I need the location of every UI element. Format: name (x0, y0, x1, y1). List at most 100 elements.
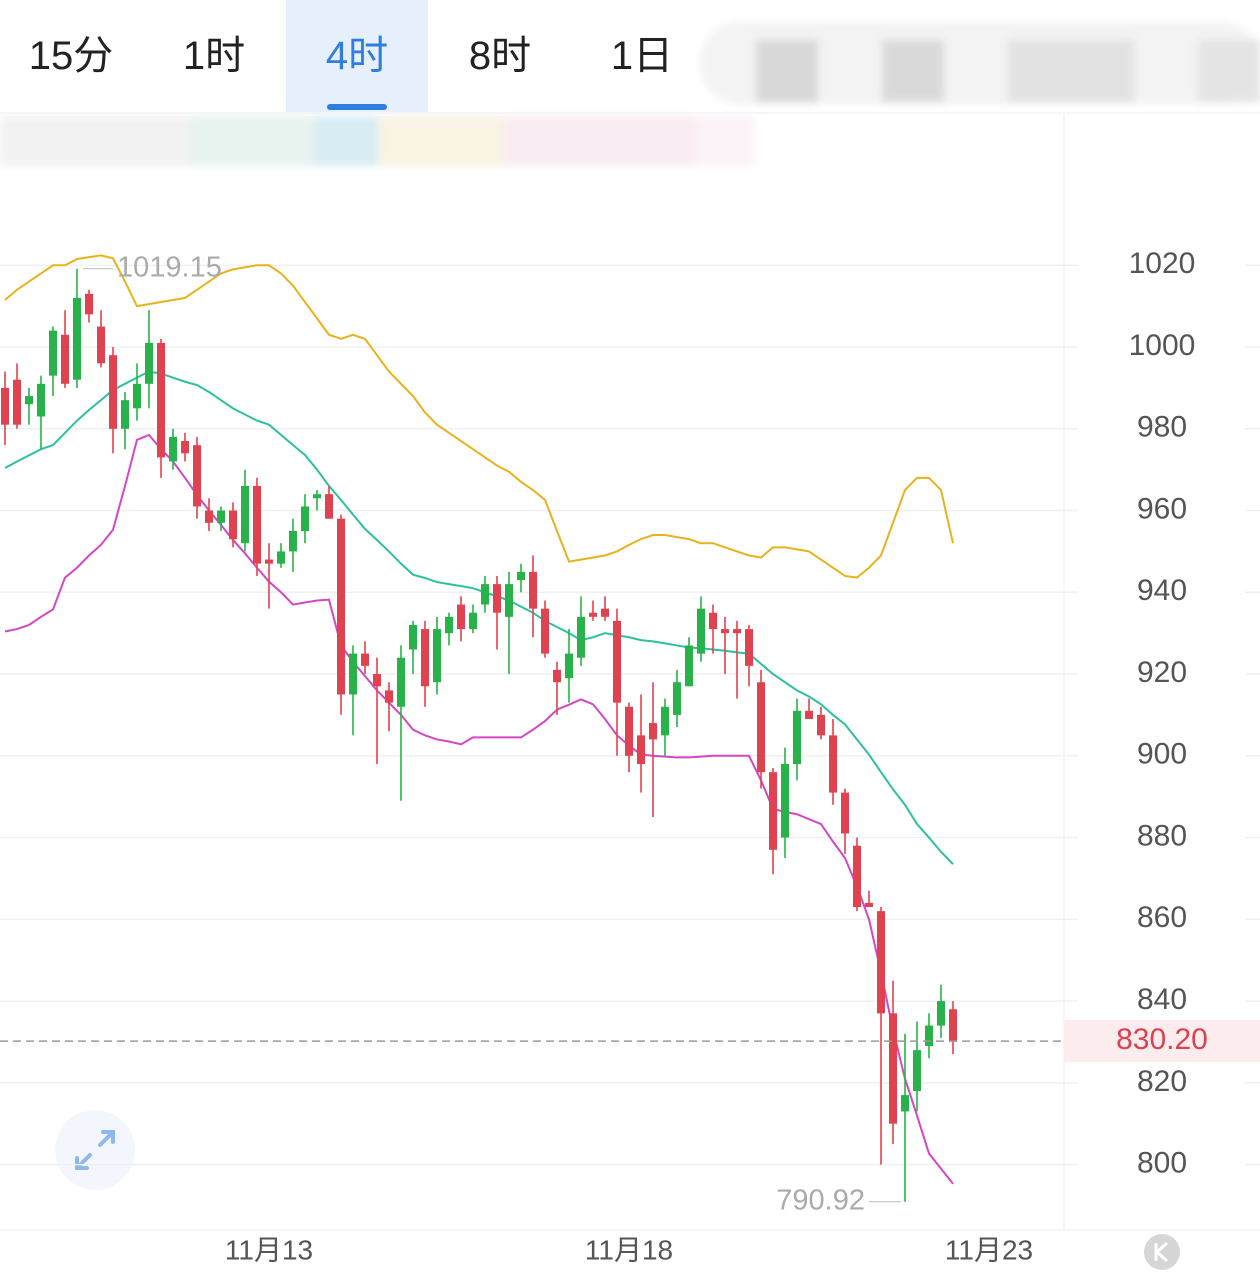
expand-button[interactable] (55, 1110, 135, 1190)
candle-body (589, 612, 597, 617)
candle-body (493, 584, 501, 613)
y-tick-label: 1020 (1129, 247, 1196, 280)
candle-body (361, 653, 369, 666)
candle-body (1, 387, 9, 425)
candle-body (409, 624, 417, 650)
candle-body (745, 629, 753, 666)
indicator-line (4, 370, 954, 865)
candle-body (25, 396, 33, 405)
y-tick-label: 880 (1137, 819, 1187, 852)
candle-body (181, 441, 189, 454)
candle-body (517, 571, 525, 581)
candle-body (685, 645, 693, 687)
candle-body (817, 714, 825, 736)
candle-body (673, 682, 681, 715)
candle-body (865, 902, 873, 908)
candle-body (553, 669, 561, 683)
candle-body (133, 383, 141, 409)
candle-body (637, 735, 645, 764)
candle-body (397, 657, 405, 707)
candle-body (253, 486, 261, 564)
y-tick-label: 920 (1137, 656, 1187, 689)
y-tick-label: 980 (1137, 411, 1187, 444)
candle-body (469, 612, 477, 630)
candle-body (529, 571, 537, 609)
candle-body (349, 653, 357, 695)
blurred-toolbar (0, 22, 1260, 166)
candle-body (877, 911, 885, 1014)
candle-body (925, 1025, 933, 1047)
candle-body (193, 445, 201, 507)
candle-body (757, 682, 765, 773)
candle-body (337, 518, 345, 695)
y-tick-label: 800 (1137, 1147, 1187, 1180)
candle-body (373, 674, 381, 687)
candle-body (433, 629, 441, 683)
candle-body (265, 559, 273, 564)
x-tick-label: 11月13 (225, 1234, 313, 1265)
candle-body (733, 629, 741, 634)
y-tick-label: 820 (1137, 1065, 1187, 1098)
current-price-box (1064, 1020, 1260, 1063)
period-tabs: 15分 1时 4时 8时 1日 (0, 0, 1260, 112)
candle-body (841, 792, 849, 834)
candle-body (601, 608, 609, 617)
candle-body (61, 334, 69, 384)
y-tick-label: 900 (1137, 738, 1187, 771)
candle-body (697, 608, 705, 654)
candle-body (613, 620, 621, 703)
period-tab[interactable]: 4时 (286, 0, 428, 112)
candle-body (709, 612, 717, 630)
y-tick-label: 840 (1137, 983, 1187, 1016)
candle-body (505, 584, 513, 617)
candle-body (385, 690, 393, 703)
candle-body (913, 1050, 921, 1092)
period-tab[interactable]: 8时 (468, 34, 532, 78)
period-tab[interactable]: 15分 (28, 34, 114, 78)
candle-body (649, 723, 657, 740)
high-label: 1019.15 (117, 251, 222, 283)
period-tab[interactable]: 1时 (182, 34, 246, 78)
candle-body (625, 706, 633, 756)
candle-body (205, 510, 213, 523)
candle-body (85, 293, 93, 315)
candle-body (577, 616, 585, 658)
candle-body (145, 342, 153, 384)
candle-body (157, 342, 165, 458)
candle-body (421, 629, 429, 687)
period-tab[interactable]: 1日 (610, 34, 674, 78)
candle-body (793, 710, 801, 764)
candle-body (829, 735, 837, 793)
candle-body (565, 653, 573, 679)
candle-body (853, 845, 861, 908)
candle-body (217, 510, 225, 523)
candle-body (457, 604, 465, 630)
y-tick-label: 940 (1137, 574, 1187, 607)
candle-body (325, 494, 333, 519)
k-button[interactable] (1144, 1234, 1180, 1270)
candle-body (49, 330, 57, 376)
candle-body (805, 710, 813, 720)
candle-body (481, 584, 489, 605)
x-tick-label: 11月18 (585, 1234, 673, 1265)
low-label: 790.92 (776, 1184, 865, 1216)
candle-body (937, 1001, 945, 1026)
candle-body (241, 486, 249, 544)
candle-body (313, 494, 321, 499)
candle-body (109, 355, 117, 429)
candle-body (769, 772, 777, 850)
candle-body (949, 1009, 957, 1042)
y-tick-label: 1000 (1129, 329, 1196, 362)
indicator-line (4, 433, 954, 1185)
candle-body (301, 506, 309, 531)
candle-body (541, 608, 549, 654)
y-tick-label: 960 (1137, 492, 1187, 525)
candle-body (229, 510, 237, 540)
candle-body (277, 551, 285, 564)
x-tick-label: 11月23 (945, 1234, 1033, 1265)
candle-body (781, 763, 789, 838)
current-price-label: 830.20 (1116, 1023, 1208, 1056)
candle-body (661, 706, 669, 736)
